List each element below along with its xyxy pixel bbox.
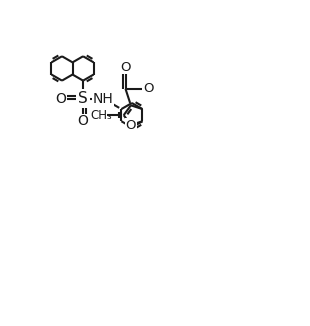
- Text: CH₃: CH₃: [91, 109, 113, 122]
- Text: NH: NH: [93, 92, 113, 106]
- Text: O: O: [144, 82, 154, 96]
- Text: O: O: [126, 119, 136, 131]
- Text: O: O: [55, 92, 66, 106]
- Text: O: O: [78, 113, 89, 127]
- Text: O: O: [120, 61, 131, 74]
- Text: S: S: [78, 91, 88, 106]
